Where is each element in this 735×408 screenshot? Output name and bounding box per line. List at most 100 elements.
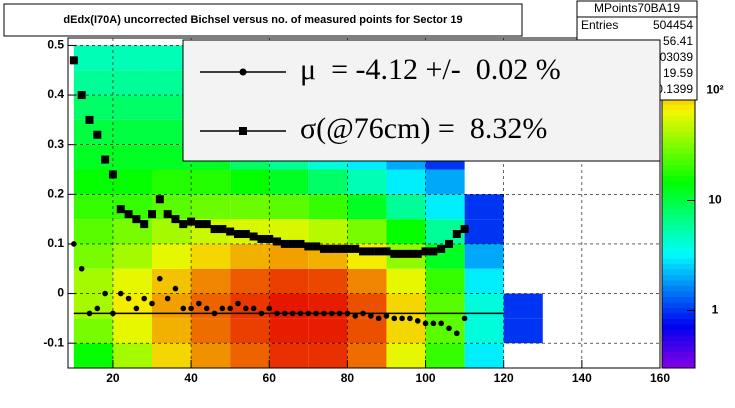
colorbar-segment: [662, 241, 695, 248]
square-marker: [319, 244, 328, 253]
square-marker: [265, 234, 274, 243]
heat-cell: [230, 169, 270, 195]
colorbar-segment: [662, 120, 695, 127]
circle-marker: [211, 310, 218, 317]
circle-marker: [78, 265, 85, 272]
colorbar-segment: [662, 137, 695, 143]
square-marker: [249, 232, 258, 241]
heat-cell: [503, 318, 543, 344]
heat-cell: [347, 219, 387, 244]
circle-marker: [196, 300, 202, 307]
legend-label: μ = -4.12 +/- 0.02 %: [300, 53, 561, 86]
legend-label: σ(@76cm) = 8.32%: [300, 112, 547, 145]
heat-cell: [464, 219, 504, 244]
heat-cell: [73, 293, 113, 319]
heat-cell: [464, 243, 504, 269]
heat-cell: [73, 343, 113, 368]
colorbar-segment: [662, 247, 695, 253]
heat-cell: [112, 70, 153, 96]
colorbar-segment: [662, 131, 695, 138]
square-marker: [116, 205, 125, 214]
y-tick-label: 0.2: [47, 186, 64, 200]
square-marker: [77, 91, 86, 100]
square-marker: [312, 242, 321, 251]
heat-cell: [73, 95, 113, 120]
heat-cell: [464, 293, 504, 319]
heat-cell: [269, 343, 309, 368]
heat-cell: [464, 194, 504, 220]
colorbar-segment: [662, 362, 695, 369]
circle-marker: [157, 275, 163, 282]
heat-cell: [112, 268, 153, 294]
heat-cell: [112, 318, 153, 344]
heat-cell: [230, 243, 270, 269]
circle-marker: [461, 315, 468, 322]
colorbar-segment: [662, 269, 695, 275]
heat-cell: [191, 318, 231, 344]
square-marker: [226, 227, 235, 236]
heat-cell: [191, 293, 231, 319]
square-marker: [257, 234, 266, 243]
y-tick-label: 0.1: [47, 236, 64, 250]
colorbar-segment: [662, 197, 695, 204]
colorbar-segment: [662, 263, 695, 270]
colorbar-segment: [662, 148, 695, 154]
colorbar-segment: [662, 285, 695, 292]
square-marker: [233, 230, 242, 239]
square-marker: [155, 195, 164, 204]
x-tick-label: 100: [416, 371, 436, 385]
circle-marker: [289, 310, 296, 317]
square-marker: [194, 220, 203, 229]
circle-marker: [94, 305, 101, 312]
square-marker: [437, 244, 446, 253]
square-marker: [444, 239, 453, 248]
colorbar-segment: [662, 186, 695, 193]
x-tick-label: 140: [572, 371, 592, 385]
heat-cell: [152, 343, 192, 368]
square-marker: [85, 115, 94, 124]
circle-marker: [149, 300, 155, 307]
stats-value: 56.41: [663, 34, 693, 48]
heat-cell: [308, 318, 348, 344]
circle-marker: [227, 305, 233, 312]
y-tick-label: 0: [57, 286, 64, 300]
circle-marker: [133, 305, 140, 312]
heat-cell: [112, 144, 153, 170]
circle-marker: [336, 310, 343, 317]
legend-marker: [239, 127, 247, 135]
square-marker: [202, 220, 211, 229]
circle-marker: [328, 310, 335, 317]
heat-cell: [230, 194, 270, 220]
legend-box: [182, 39, 661, 162]
circle-marker: [375, 315, 382, 322]
heat-cell: [112, 243, 153, 269]
heat-cell: [230, 343, 270, 368]
circle-marker: [242, 305, 249, 312]
colorbar-segment: [662, 280, 695, 286]
heat-cell: [191, 194, 231, 220]
square-marker: [218, 225, 227, 234]
heat-cell: [73, 70, 113, 96]
circle-marker: [250, 305, 257, 312]
colorbar-segment: [662, 126, 695, 132]
heat-cell: [112, 169, 153, 195]
heat-cell: [269, 194, 309, 220]
heat-cell: [269, 169, 309, 195]
colorbar-segment: [662, 296, 695, 303]
y-tick-label: -0.1: [43, 335, 64, 349]
heat-cell: [152, 318, 192, 344]
heat-cell: [152, 293, 192, 319]
colorbar-segment: [662, 109, 695, 116]
colorbar-segment: [662, 208, 695, 215]
title-box: [3, 3, 523, 37]
heat-cell: [308, 343, 348, 368]
heat-cell: [73, 45, 113, 71]
circle-marker: [203, 305, 210, 312]
colorbar-segment: [662, 340, 695, 347]
square-marker: [171, 215, 180, 224]
heat-cell: [386, 219, 426, 244]
heat-cell: [73, 318, 113, 344]
stats-title: MPoints70BA19: [594, 1, 680, 15]
square-marker: [179, 220, 188, 229]
square-marker: [101, 155, 110, 164]
